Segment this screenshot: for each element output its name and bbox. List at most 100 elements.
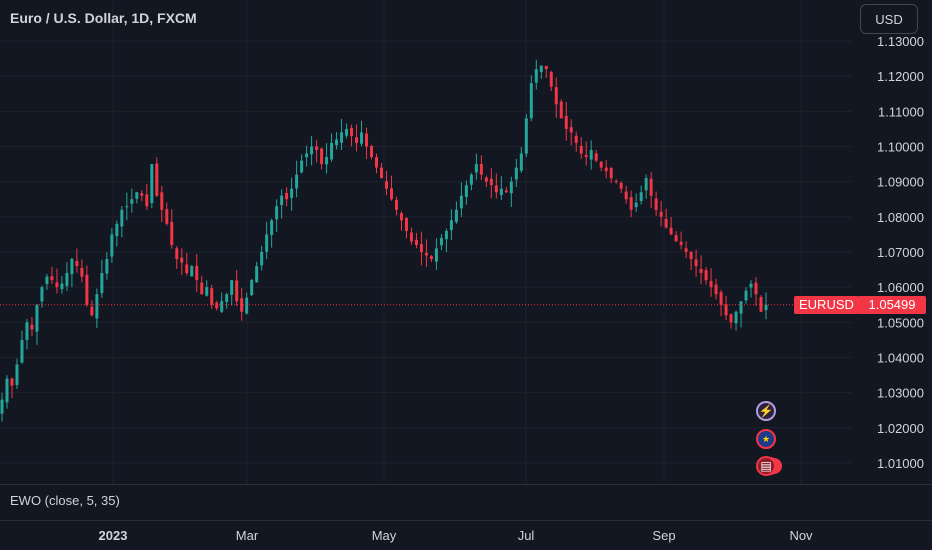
x-label-jul: Jul [517, 528, 535, 543]
candle-body [534, 69, 538, 83]
candle-body [594, 153, 598, 161]
candle-body [524, 118, 528, 154]
candle-body [225, 294, 229, 302]
y-tick-label: 1.04000 [877, 351, 924, 366]
currency-button[interactable]: USD [860, 4, 918, 34]
candle-body [474, 164, 478, 173]
candle-body [35, 304, 39, 332]
candle-body [724, 304, 728, 316]
candle-body [749, 283, 753, 288]
candle-body [100, 273, 104, 294]
candle-body [45, 276, 49, 284]
candle-body [569, 127, 573, 133]
candle-body [539, 65, 543, 72]
candle-body [270, 220, 274, 235]
candlestick-chart[interactable]: 1.13000 1.12000 1.11000 1.10000 1.09000 1.080… [0, 0, 932, 484]
candle-body [529, 83, 533, 119]
candle-body [729, 314, 733, 323]
candle-body [654, 198, 658, 210]
candle-body [230, 280, 234, 295]
eu-flag-icon[interactable]: ★ [756, 429, 776, 449]
candle-body [370, 146, 374, 158]
x-label-may: May [371, 528, 397, 543]
y-tick-label: 1.13000 [877, 34, 924, 49]
candle-body [714, 284, 718, 295]
candle-body [464, 185, 468, 197]
candle-body [734, 311, 738, 324]
candle-body [365, 133, 369, 147]
candle-body [489, 178, 493, 186]
indicator-pane[interactable]: EWO (close, 5, 35) [0, 484, 932, 520]
candle-body [155, 163, 159, 196]
candle-body [195, 265, 199, 281]
chart-title: Euro / U.S. Dollar, 1D, FXCM [10, 10, 197, 26]
x-label-nov: Nov [789, 528, 813, 543]
candle-body [494, 185, 498, 193]
candle-body [345, 128, 349, 136]
candle-body [444, 230, 448, 240]
candle-body [20, 339, 24, 363]
candle-body [190, 266, 194, 277]
candle-body [394, 199, 398, 210]
candle-body [649, 178, 653, 196]
candle-body [110, 234, 114, 257]
candle-body [449, 220, 453, 231]
candle-body [564, 115, 568, 129]
candle-body [559, 101, 563, 119]
candle-body [719, 292, 723, 305]
candle-body [694, 259, 698, 267]
candle-body [404, 217, 408, 231]
candle-body [30, 324, 34, 330]
chart-area[interactable]: 1.13000 1.12000 1.11000 1.10000 1.09000 1.080… [0, 0, 932, 484]
candle-body [55, 282, 59, 288]
candle-body [519, 153, 523, 171]
candle-body [160, 192, 164, 210]
lightning-icon[interactable]: ⚡ [756, 401, 776, 421]
candle-body [514, 167, 518, 180]
candle-body [409, 232, 413, 242]
candle-body [439, 237, 443, 246]
candle-body [609, 168, 613, 179]
candle-body [389, 188, 393, 200]
candle-body [669, 227, 673, 235]
candle-body [554, 87, 558, 105]
candle-body [150, 164, 154, 204]
candle-body [210, 288, 214, 305]
candle-body [504, 190, 508, 193]
candle-body [614, 181, 618, 183]
candle-body [544, 65, 548, 70]
y-tick-label: 1.06000 [877, 280, 924, 295]
candle-body [454, 209, 458, 222]
candle-body [180, 257, 184, 263]
candle-body [419, 244, 423, 252]
candle-body [380, 167, 384, 179]
candle-body [135, 192, 139, 199]
time-axis[interactable]: 2023 Mar May Jul Sep Nov [0, 520, 932, 550]
candle-body [699, 268, 703, 274]
candle-body [599, 161, 603, 168]
us-flag-icon[interactable]: ▤ [756, 456, 776, 476]
candle-body [499, 188, 503, 196]
candle-body [25, 322, 29, 340]
y-tick-label: 1.05000 [877, 315, 924, 330]
candle-body [479, 163, 483, 175]
candle-body [350, 127, 354, 136]
x-label-sep: Sep [652, 528, 676, 543]
candle-body [300, 160, 304, 173]
y-tick-label: 1.03000 [877, 386, 924, 401]
y-tick-label: 1.10000 [877, 140, 924, 155]
candle-body [424, 252, 428, 256]
y-tick-label: 1.12000 [877, 69, 924, 84]
candle-body [85, 274, 89, 305]
candle-body [639, 192, 643, 202]
candle-body [619, 182, 623, 189]
candle-body [679, 241, 683, 245]
candle-body [320, 148, 324, 165]
candle-body [310, 146, 314, 155]
candle-body [759, 297, 763, 312]
candle-body [664, 218, 668, 228]
candle-body [125, 206, 129, 208]
y-tick-label: 1.01000 [877, 456, 924, 471]
candle-body [140, 193, 144, 196]
candle-body [185, 264, 189, 274]
